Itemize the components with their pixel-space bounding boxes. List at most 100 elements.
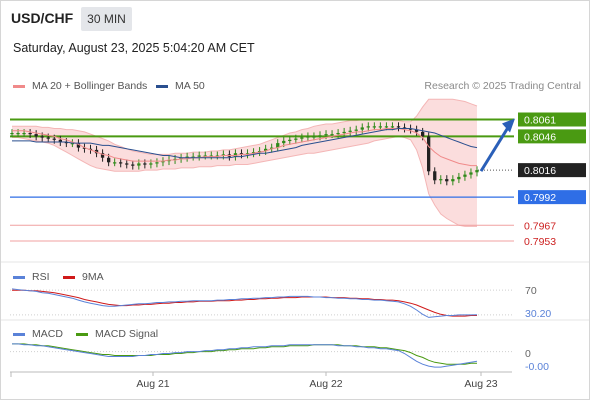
support-label: 0.7953	[524, 236, 556, 248]
macd-level-label: 0	[525, 348, 531, 360]
candle-body	[384, 126, 389, 128]
rsi-line	[11, 288, 478, 318]
pivot-label: 0.7992	[524, 192, 556, 204]
candle-body	[342, 131, 346, 134]
candle-body	[463, 174, 467, 177]
resistance-tag	[518, 112, 586, 127]
candle-body	[197, 155, 201, 157]
candle-body	[372, 126, 376, 128]
candle-body	[300, 137, 304, 139]
candle-body	[46, 137, 50, 139]
candle-body	[318, 135, 322, 137]
legend-label: 9MA	[82, 271, 104, 283]
candle-body	[366, 126, 370, 128]
candle-body	[360, 127, 364, 130]
timeframe-button[interactable]: 30 MIN	[81, 7, 132, 31]
candle-body	[378, 126, 382, 128]
candle-body	[427, 136, 431, 172]
candle-body	[155, 162, 159, 164]
candle-body	[330, 134, 334, 136]
candle-body	[414, 129, 419, 132]
candle-body	[264, 148, 268, 151]
candle-body	[294, 138, 298, 140]
macd-line	[12, 343, 478, 368]
bollinger-band-fill	[12, 99, 477, 227]
chart-header: USD/CHF 30 MIN	[0, 0, 590, 34]
candle-body	[239, 153, 244, 155]
symbol-title: USD/CHF	[11, 10, 74, 26]
candle-body	[288, 139, 292, 141]
candle-body	[167, 160, 171, 162]
research-credit: Research © 2025 Trading Central	[424, 80, 581, 92]
candle-body	[433, 171, 437, 181]
legend-label: MACD	[32, 328, 63, 340]
rsi-swatch	[13, 275, 25, 279]
macd-value-label: -0.00	[525, 361, 549, 373]
candle-body	[257, 151, 262, 153]
candle-body	[16, 133, 20, 135]
candle-body	[233, 153, 238, 157]
rsi-value-label: 30.20	[525, 308, 551, 320]
candle-body	[149, 163, 153, 165]
ma20-swatch	[13, 84, 25, 88]
candle-body	[58, 139, 62, 142]
candle-body	[276, 143, 280, 148]
candle-body	[312, 136, 316, 138]
legend-ma20-bb: MA 20 + Bollinger Bands	[13, 80, 147, 92]
candle-body	[143, 163, 147, 165]
legend-macd: MACD	[13, 328, 63, 340]
candle-body	[40, 136, 44, 138]
legend-label: MACD Signal	[95, 328, 159, 340]
candle-body	[306, 136, 310, 138]
candle-body	[185, 156, 189, 158]
candle-body	[445, 179, 449, 182]
candle-body	[457, 176, 461, 180]
legend-macd-signal: MACD Signal	[76, 328, 158, 340]
support-label: 0.7967	[524, 220, 556, 232]
candle-body	[131, 164, 135, 166]
pivot-tag	[518, 190, 586, 205]
candle-body	[22, 133, 26, 135]
candle-body	[179, 157, 183, 159]
bollinger-upper-line	[12, 98, 478, 155]
x-axis-label: Aug 21	[136, 378, 169, 390]
candle-body	[396, 126, 401, 128]
rsi-ma-swatch	[63, 275, 75, 279]
ma50-line	[12, 128, 478, 159]
legend-rsi: RSI	[13, 271, 50, 283]
candle-body	[336, 133, 340, 135]
current-price-label: 0.8016	[524, 165, 556, 177]
candle-body	[107, 157, 111, 163]
candle-body	[119, 162, 123, 164]
candle-body	[28, 133, 32, 135]
legend-label: MA 20 + Bollinger Bands	[32, 80, 148, 92]
candle-body	[439, 179, 443, 181]
candle-body	[245, 153, 250, 155]
candle-body	[324, 134, 328, 136]
candle-body	[390, 126, 395, 128]
x-axis-label: Aug 22	[309, 378, 342, 390]
candle-body	[469, 172, 473, 175]
candle-body	[76, 143, 81, 148]
resistance-label: 0.8046	[524, 131, 556, 143]
candle-body	[408, 128, 413, 130]
rsi-level-label: 70	[525, 285, 537, 297]
candle-body	[52, 138, 56, 140]
macd-swatch	[13, 332, 25, 336]
ma50-swatch	[156, 84, 168, 88]
macd-signal-swatch	[76, 332, 88, 336]
x-axis-label: Aug 23	[464, 378, 497, 390]
candle-body	[191, 156, 195, 158]
candle-body	[251, 152, 256, 154]
candle-body	[475, 170, 479, 173]
candle-body	[70, 143, 74, 145]
projection-arrow-shaft	[479, 126, 510, 172]
candle-body	[34, 134, 38, 137]
legend-ma50: MA 50	[156, 80, 205, 92]
candle-body	[100, 153, 105, 158]
candle-body	[451, 179, 455, 182]
candle-body	[125, 163, 129, 165]
candle-body	[348, 130, 352, 132]
resistance-label: 0.8061	[524, 115, 556, 127]
